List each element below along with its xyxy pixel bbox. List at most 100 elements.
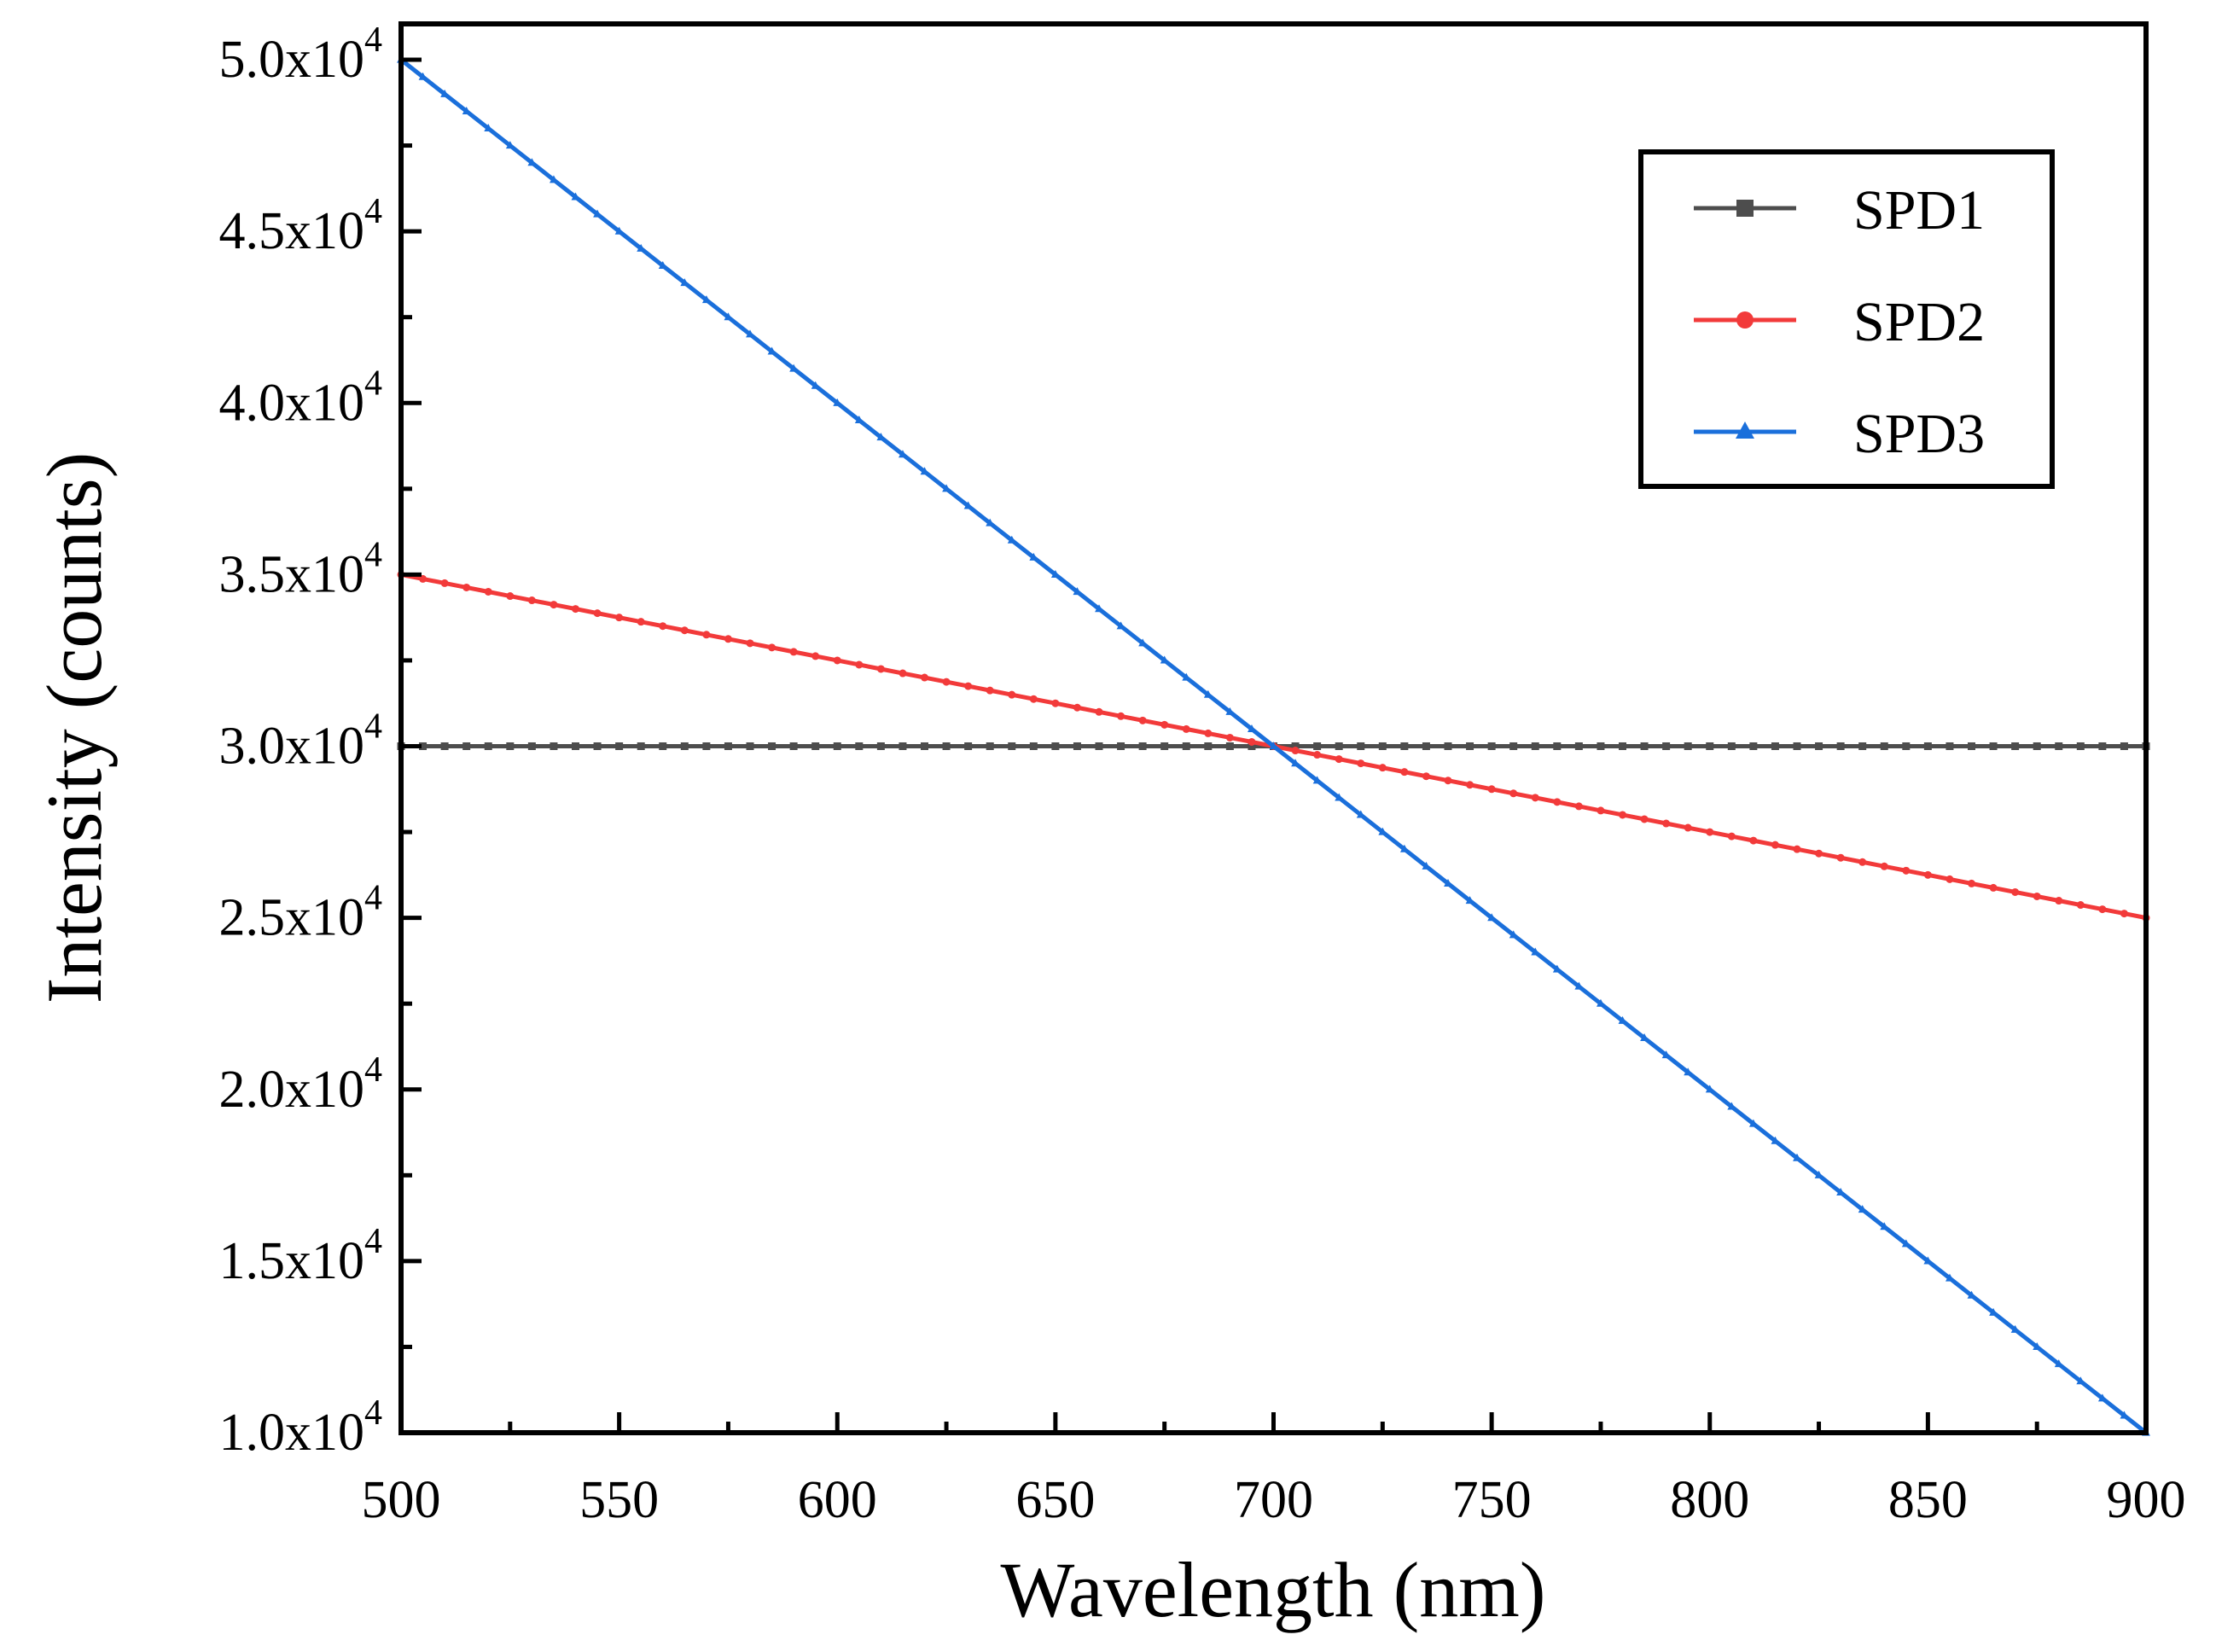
data-point: [1225, 733, 1234, 742]
data-point: [876, 433, 886, 441]
legend-label: SPD2: [1853, 291, 1985, 353]
data-point: [1335, 793, 1344, 801]
data-point: [637, 742, 645, 750]
data-point: [1727, 742, 1736, 750]
data-point: [1509, 930, 1518, 939]
data-point: [659, 622, 667, 631]
data-point: [1095, 707, 1103, 716]
data-point: [1967, 1290, 1976, 1299]
data-point: [1248, 737, 1256, 746]
data-point: [1466, 742, 1474, 750]
data-point: [1706, 742, 1714, 750]
y-axis-title: Intensity (counts): [31, 452, 118, 1003]
data-point: [1748, 1119, 1758, 1127]
data-point: [1051, 699, 1060, 707]
data-point: [1444, 777, 1452, 785]
data-point: [1312, 776, 1322, 784]
data-point: [1248, 742, 1256, 750]
data-point: [1313, 751, 1322, 759]
data-point: [1618, 1015, 1627, 1024]
data-point: [767, 346, 776, 355]
data-point: [1117, 712, 1125, 720]
data-point: [724, 742, 732, 750]
data-point: [1291, 759, 1300, 767]
data-point: [2098, 742, 2107, 750]
data-point: [768, 742, 776, 750]
data-point: [1749, 836, 1758, 845]
data-point: [811, 381, 820, 389]
data-point: [637, 618, 645, 626]
data-point: [1684, 742, 1692, 750]
data-point: [1007, 535, 1016, 544]
data-point: [484, 587, 492, 596]
x-tick-label: 850: [1888, 1471, 1968, 1529]
data-point: [1662, 819, 1671, 828]
data-point: [1422, 861, 1431, 870]
data-point: [942, 742, 951, 750]
data-point: [1466, 781, 1474, 789]
data-point: [659, 742, 667, 750]
data-point: [1138, 638, 1148, 647]
data-point: [2076, 901, 2085, 910]
data-point: [1073, 587, 1082, 596]
data-point: [1095, 742, 1103, 750]
data-point: [550, 742, 558, 750]
data-point: [2098, 905, 2107, 914]
data-point: [1291, 747, 1300, 755]
data-point: [1661, 1050, 1671, 1059]
data-point: [1073, 742, 1081, 750]
data-point: [1378, 827, 1387, 835]
data-point: [506, 742, 515, 750]
data-point: [963, 501, 973, 509]
data-point: [1487, 742, 1496, 750]
data-point: [1662, 742, 1671, 750]
data-point: [789, 742, 798, 750]
data-point: [2054, 1359, 2063, 1368]
data-point: [1422, 772, 1430, 781]
x-tick-label: 650: [1015, 1471, 1095, 1529]
data-point: [484, 124, 493, 132]
data-point: [1225, 707, 1235, 715]
data-point: [1247, 724, 1256, 732]
data-point: [1923, 870, 1932, 879]
data-point: [1640, 1033, 1649, 1042]
data-point: [899, 669, 907, 678]
data-point: [1968, 879, 1975, 887]
data-point: [1487, 913, 1497, 922]
data-point: [615, 742, 624, 750]
data-point: [1029, 742, 1038, 750]
data-point: [2033, 892, 2041, 900]
data-point: [1160, 742, 1169, 750]
data-point: [1640, 815, 1649, 823]
legend: SPD1 SPD2 SPD3: [1638, 149, 2055, 489]
data-point: [1509, 789, 1518, 798]
data-point: [1116, 621, 1125, 630]
data-point: [1574, 742, 1583, 750]
data-point: [1836, 742, 1845, 750]
data-point: [986, 686, 994, 695]
data-point: [1858, 858, 1867, 866]
legend-marker: [1736, 311, 1754, 329]
data-point: [1836, 853, 1845, 862]
data-point: [724, 312, 733, 321]
data-point: [680, 278, 689, 287]
data-point: [2011, 742, 2020, 750]
x-tick-label: 800: [1670, 1471, 1749, 1529]
y-tick-label: 3.5x104: [219, 535, 383, 603]
data-point: [921, 742, 928, 750]
legend-marker: [1736, 200, 1754, 217]
data-point: [1138, 716, 1147, 724]
data-point: [1684, 1067, 1693, 1076]
data-point: [1793, 742, 1801, 750]
data-point: [833, 398, 842, 406]
data-point: [2076, 742, 2085, 750]
x-tick-label: 600: [798, 1471, 877, 1529]
data-point: [1509, 742, 1518, 750]
data-point: [1640, 742, 1649, 750]
x-tick-label: 700: [1234, 1471, 1313, 1529]
data-point: [1008, 690, 1016, 699]
data-point: [2033, 1342, 2042, 1351]
data-point: [1029, 695, 1038, 703]
data-point: [2010, 1324, 2020, 1333]
data-point: [1968, 742, 1975, 750]
